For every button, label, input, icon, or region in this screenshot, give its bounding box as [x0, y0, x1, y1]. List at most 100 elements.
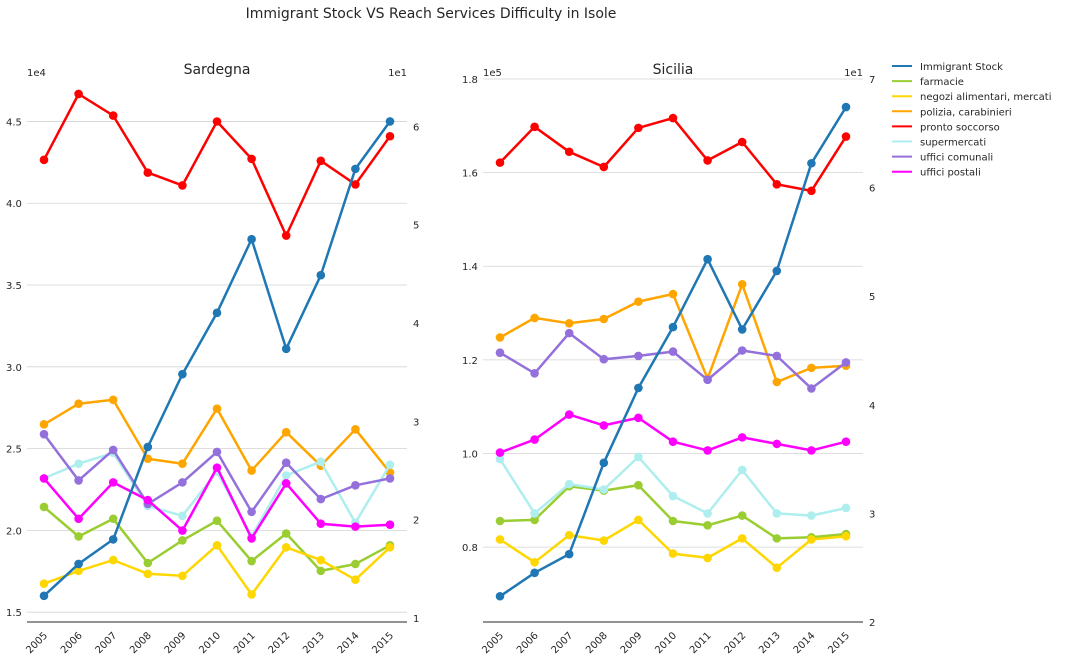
x-tick-label: 2014: [792, 630, 818, 656]
data-point: [143, 495, 153, 505]
legend-label: pronto soccorso: [920, 122, 1000, 133]
data-point: [39, 591, 49, 601]
data-point: [74, 566, 83, 576]
data-point: [385, 542, 395, 552]
data-point: [385, 460, 395, 469]
data-point: [564, 479, 574, 489]
data-point: [143, 569, 153, 579]
panel-title: Sicilia: [653, 62, 694, 78]
data-point: [495, 454, 505, 464]
data-point: [703, 509, 712, 518]
x-tick-label: 2005: [24, 630, 50, 656]
legend-label: supermercati: [920, 138, 986, 149]
series-polizia-carabinieri: [495, 279, 851, 387]
series-pronto-soccorso: [39, 89, 395, 240]
data-point: [247, 534, 256, 543]
data-point: [281, 479, 291, 488]
legend-item-supermercati: supermercati: [892, 138, 986, 149]
left-tick-label: 4.5: [6, 117, 22, 128]
right-tick-label: 2: [869, 618, 875, 629]
data-point: [178, 571, 187, 581]
figure-title: Immigrant Stock VS Reach Services Diffic…: [246, 6, 617, 22]
data-point: [281, 231, 291, 240]
x-tick-label: 2008: [128, 630, 154, 656]
data-point: [530, 369, 539, 378]
data-point: [74, 399, 83, 409]
right-tick-label: 2: [413, 516, 419, 527]
data-point: [74, 459, 83, 468]
data-point: [39, 502, 49, 512]
data-point: [634, 515, 643, 525]
data-point: [74, 559, 83, 569]
data-point: [668, 491, 678, 501]
data-point: [316, 566, 326, 576]
data-point: [807, 511, 816, 520]
legend-item-pronto-soccorso: pronto soccorso: [892, 122, 1000, 133]
data-point: [74, 89, 83, 99]
data-point: [39, 155, 49, 165]
data-point: [143, 558, 153, 568]
right-axis-offset-label: 1e1: [844, 68, 863, 79]
data-point: [212, 117, 222, 126]
series-immigrant-stock: [495, 102, 851, 601]
data-point: [841, 358, 851, 367]
data-point: [634, 452, 643, 462]
series-supermercati: [495, 452, 851, 520]
data-point: [772, 509, 782, 518]
right-tick-label: 4: [869, 401, 875, 412]
data-point: [703, 521, 712, 530]
legend: Immigrant Stock farmacie negozi alimentari…: [892, 62, 1051, 179]
series-farmacie: [495, 480, 851, 543]
series-uffici-comunali: [39, 429, 395, 517]
left-tick-label: 2.0: [6, 526, 22, 537]
series-line: [499, 116, 848, 193]
data-point: [668, 437, 678, 447]
data-point: [772, 266, 782, 276]
data-point: [351, 481, 360, 490]
data-point: [178, 478, 187, 487]
series-polizia-carabinieri: [39, 395, 395, 477]
data-point: [316, 270, 326, 280]
data-point: [385, 131, 395, 141]
left-tick-label: 3.0: [6, 363, 22, 374]
data-point: [143, 168, 153, 177]
data-point: [495, 448, 505, 457]
data-point: [737, 465, 747, 475]
data-point: [247, 556, 256, 566]
x-tick-label: 2015: [370, 630, 396, 656]
legend-item-polizia-carabinieri: polizia, carabinieri: [892, 107, 1012, 118]
x-tick-label: 2012: [267, 630, 293, 656]
data-point: [495, 535, 505, 544]
x-tick-label: 2005: [480, 630, 506, 656]
left-tick-label: 2.5: [6, 445, 22, 456]
data-point: [495, 516, 505, 526]
left-tick-label: 1.0: [462, 449, 478, 460]
data-point: [841, 102, 851, 112]
legend-item-farmacie: farmacie: [892, 77, 964, 88]
data-point: [564, 549, 574, 559]
data-point: [599, 485, 609, 494]
data-point: [108, 395, 118, 405]
legend-item-uffici-postali: uffici postali: [892, 168, 981, 179]
data-point: [74, 476, 83, 485]
data-point: [108, 445, 118, 455]
x-tick-label: 2006: [59, 630, 85, 656]
data-point: [564, 410, 574, 419]
data-point: [703, 375, 712, 385]
left-tick-label: 1.8: [462, 75, 478, 86]
series-line: [499, 413, 847, 454]
right-tick-label: 5: [413, 221, 419, 232]
legend-label: negozi alimentari, mercati: [920, 92, 1051, 103]
series-immigrant-stock: [39, 117, 395, 601]
x-tick-label: 2011: [232, 630, 258, 656]
data-point: [178, 369, 187, 379]
data-point: [212, 463, 222, 472]
data-point: [668, 549, 678, 558]
data-point: [807, 158, 816, 168]
data-point: [212, 516, 222, 526]
data-point: [108, 535, 118, 544]
data-point: [703, 156, 712, 165]
left-tick-label: 4.0: [6, 199, 22, 210]
data-point: [703, 446, 712, 455]
